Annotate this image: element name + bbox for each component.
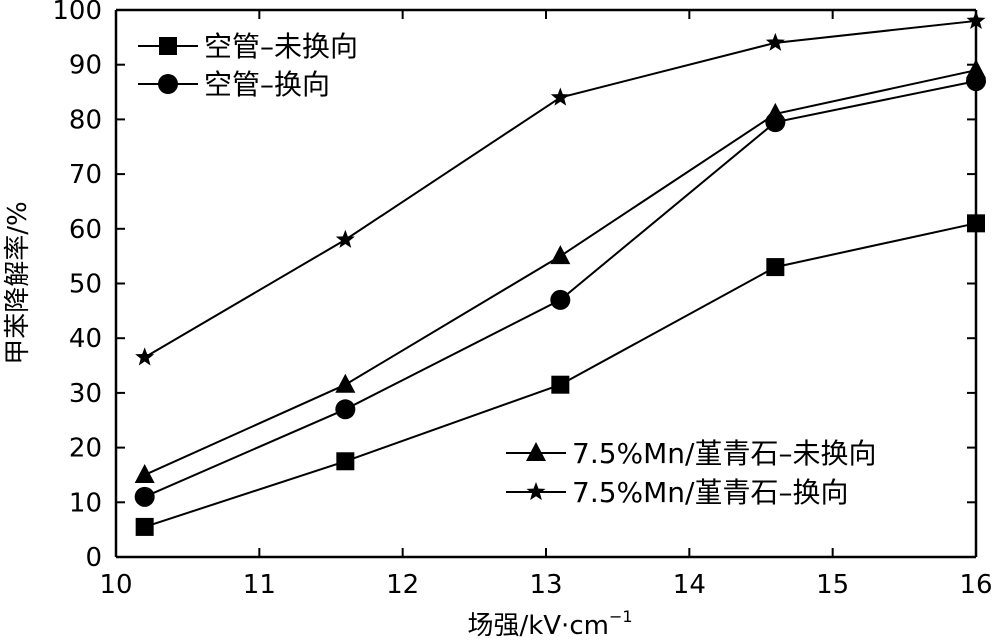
y-ticks: 0 10 20 30 40 50 60 70 80 90 100 xyxy=(52,0,976,573)
series-4 xyxy=(135,10,986,366)
x-axis-label: 场强/kV·cm−1 xyxy=(467,607,632,641)
x-axis-label-superscript: −1 xyxy=(609,607,633,626)
legend-label: 7.5%Mn/堇青石–换向 xyxy=(572,476,848,509)
series-3-point xyxy=(134,463,155,483)
series-4-point xyxy=(765,32,785,51)
y-tick-label: 50 xyxy=(69,270,102,300)
series-1 xyxy=(135,214,985,536)
series-1-point xyxy=(336,452,355,471)
y-tick-label: 40 xyxy=(69,324,102,354)
series-2-point xyxy=(134,486,155,507)
y-tick-label: 0 xyxy=(85,543,102,573)
series-group xyxy=(134,10,986,536)
series-4-point xyxy=(550,87,570,106)
series-1-point xyxy=(135,517,154,536)
legend-entry-3: 7.5%Mn/堇青石–未换向 xyxy=(506,437,876,470)
y-axis-label: 甲苯降解率/% xyxy=(3,201,33,364)
x-tick-label: 11 xyxy=(243,570,276,600)
x-tick-label: 10 xyxy=(99,570,132,600)
series-3-line xyxy=(144,69,977,476)
legend-label: 空管–换向 xyxy=(204,68,330,101)
series-1-point xyxy=(551,375,570,394)
legend-marker xyxy=(526,482,546,501)
series-1-point xyxy=(766,258,785,277)
series-2-point xyxy=(550,289,571,310)
x-tick-label: 14 xyxy=(673,570,706,600)
series-2-line xyxy=(144,80,977,498)
legend-entry-1: 空管–未换向 xyxy=(138,30,358,63)
series-1-point xyxy=(967,214,985,233)
legend-label: 空管–未换向 xyxy=(204,30,358,63)
series-3-point xyxy=(765,102,786,122)
series-2-point xyxy=(335,399,356,420)
series-4-point xyxy=(966,10,986,30)
legend-marker xyxy=(158,74,178,94)
series-3 xyxy=(134,59,986,483)
x-tick-label: 13 xyxy=(529,570,562,600)
legend-marker xyxy=(159,37,177,55)
x-tick-label: 15 xyxy=(816,570,849,600)
y-tick-label: 90 xyxy=(69,51,102,81)
series-3-point xyxy=(966,59,986,79)
series-4-point xyxy=(135,347,155,366)
y-tick-label: 30 xyxy=(69,379,102,409)
series-3-point xyxy=(550,245,571,265)
series-1-line xyxy=(144,222,977,528)
y-tick-label: 60 xyxy=(69,215,102,245)
x-ticks: 10 11 12 13 14 15 16 xyxy=(99,10,993,600)
legend-marker xyxy=(526,442,546,461)
legend-entry-4: 7.5%Mn/堇青石–换向 xyxy=(506,476,848,509)
x-tick-label: 12 xyxy=(386,570,419,600)
legend-entry-2: 空管–换向 xyxy=(138,68,330,101)
x-tick-label: 16 xyxy=(959,570,992,600)
y-tick-label: 100 xyxy=(52,0,102,26)
series-4-point xyxy=(335,229,355,248)
y-tick-label: 20 xyxy=(69,434,102,464)
y-tick-label: 70 xyxy=(69,160,102,190)
series-3-point xyxy=(335,373,356,393)
y-tick-label: 10 xyxy=(69,488,102,518)
legend-label: 7.5%Mn/堇青石–未换向 xyxy=(572,437,876,470)
y-tick-label: 80 xyxy=(69,105,102,135)
